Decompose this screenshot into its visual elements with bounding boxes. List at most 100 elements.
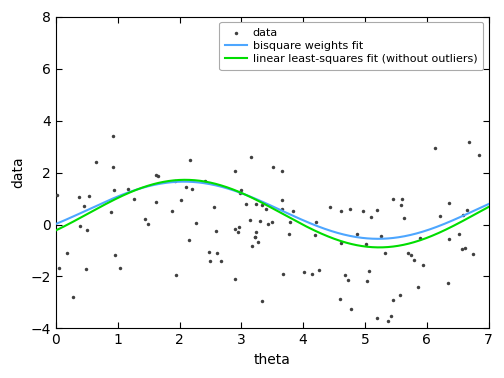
linear least-squares fit (without outliers) [182, 178, 188, 182]
data [311, 219, 320, 225]
data [123, 186, 132, 192]
linear least-squares fit (without outliers) [311, 228, 318, 232]
linear least-squares fit (without outliers) [262, 202, 268, 206]
data [469, 251, 477, 257]
data [407, 252, 415, 258]
data [337, 240, 345, 246]
data [278, 197, 286, 203]
data [285, 231, 293, 237]
data [171, 178, 179, 184]
data [389, 297, 397, 303]
X-axis label: theta: theta [254, 353, 291, 367]
data [241, 201, 249, 207]
data [52, 192, 60, 198]
data [258, 201, 266, 208]
data [250, 234, 259, 240]
bisquare weights fit [375, 237, 382, 241]
linear least-squares fit (without outliers) [288, 216, 294, 221]
data [347, 306, 355, 312]
data [446, 236, 454, 242]
bisquare weights fit [181, 180, 187, 184]
data [83, 227, 91, 233]
data [217, 258, 225, 264]
data [445, 200, 453, 206]
data [455, 231, 463, 237]
data [289, 208, 297, 214]
data [234, 224, 242, 230]
data [141, 216, 149, 222]
bisquare weights fit [53, 222, 59, 226]
linear least-squares fit (without outliers) [485, 205, 491, 209]
data [385, 318, 393, 324]
data [115, 265, 123, 271]
bisquare weights fit [288, 212, 294, 217]
data [108, 164, 116, 170]
data [210, 204, 218, 210]
data [252, 201, 260, 207]
data [246, 217, 254, 223]
data [81, 203, 89, 209]
data [279, 271, 287, 277]
data [259, 298, 267, 304]
data [278, 167, 286, 174]
linear least-squares fit (without outliers) [259, 201, 265, 205]
data [85, 193, 93, 199]
data [230, 226, 238, 232]
data [182, 184, 190, 190]
data [346, 206, 354, 212]
data [264, 221, 272, 227]
data [308, 271, 317, 277]
data [262, 206, 270, 212]
data [70, 294, 78, 300]
data [206, 258, 214, 264]
data [459, 212, 467, 218]
bisquare weights fit [259, 200, 265, 204]
data [107, 209, 115, 215]
linear least-squares fit (without outliers) [376, 245, 383, 249]
data [130, 196, 138, 202]
data [389, 197, 397, 203]
data [109, 186, 117, 192]
data [254, 239, 262, 245]
data [234, 229, 242, 235]
data [344, 277, 352, 283]
data [278, 206, 286, 212]
data [461, 245, 469, 251]
data [154, 173, 162, 179]
data [436, 213, 444, 219]
data [213, 250, 221, 256]
data [252, 229, 260, 235]
data [376, 233, 385, 239]
data [192, 220, 200, 226]
data [363, 278, 371, 284]
data [414, 284, 422, 290]
data [212, 228, 220, 234]
data [397, 202, 405, 208]
Line: linear least-squares fit (without outliers): linear least-squares fit (without outlie… [56, 180, 488, 247]
data [76, 223, 84, 229]
data [251, 234, 259, 240]
data [372, 314, 381, 321]
data [336, 296, 344, 302]
data [185, 237, 194, 243]
Legend: data, bisquare weights fit, linear least-squares fit (without outliers): data, bisquare weights fit, linear least… [219, 22, 483, 70]
data [82, 266, 90, 272]
data [168, 208, 176, 214]
data [458, 246, 466, 252]
data [92, 159, 100, 165]
bisquare weights fit [477, 206, 483, 210]
data [419, 262, 427, 268]
data [256, 218, 264, 224]
data [465, 139, 473, 145]
data [362, 240, 370, 246]
data [431, 145, 439, 151]
data [286, 218, 294, 225]
data [62, 250, 71, 256]
data [353, 231, 361, 237]
data [315, 267, 323, 273]
data [387, 313, 395, 319]
data [201, 178, 209, 184]
data [171, 272, 179, 278]
data [144, 221, 152, 227]
data [231, 168, 239, 174]
